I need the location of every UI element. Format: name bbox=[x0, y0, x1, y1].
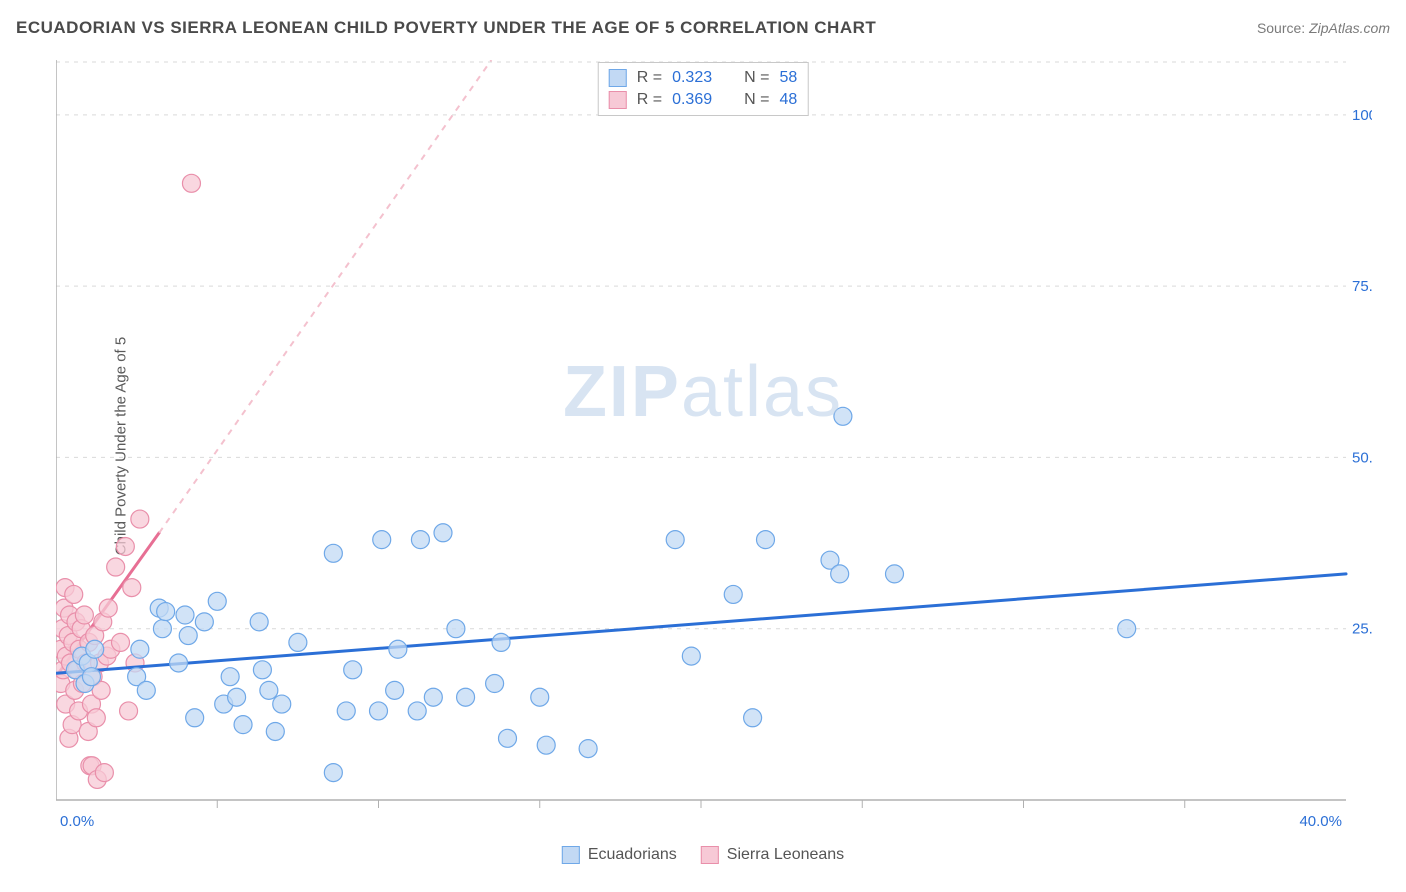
data-point bbox=[1118, 620, 1136, 638]
data-point bbox=[724, 585, 742, 603]
data-point bbox=[260, 681, 278, 699]
data-point bbox=[75, 606, 93, 624]
legend-swatch bbox=[562, 846, 580, 864]
n-label: N = bbox=[744, 91, 769, 109]
data-point bbox=[250, 613, 268, 631]
n-value: 48 bbox=[779, 91, 797, 109]
data-point bbox=[886, 565, 904, 583]
data-point bbox=[457, 688, 475, 706]
n-value: 58 bbox=[779, 69, 797, 87]
data-point bbox=[234, 716, 252, 734]
data-point bbox=[137, 681, 155, 699]
svg-text:75.0%: 75.0% bbox=[1352, 278, 1372, 295]
data-point bbox=[86, 640, 104, 658]
data-point bbox=[107, 558, 125, 576]
data-point bbox=[82, 668, 100, 686]
r-value: 0.323 bbox=[672, 69, 712, 87]
data-point bbox=[434, 524, 452, 542]
stats-row-0: R = 0.323 N = 58 bbox=[609, 67, 798, 89]
svg-text:50.0%: 50.0% bbox=[1352, 449, 1372, 466]
data-point bbox=[182, 174, 200, 192]
data-point bbox=[131, 640, 149, 658]
data-point bbox=[131, 510, 149, 528]
plot-area: 0.0% 40.0% 25.0% 50.0% 75.0% 100.0% bbox=[56, 60, 1372, 830]
stats-row-1: R = 0.369 N = 48 bbox=[609, 89, 798, 111]
data-point bbox=[537, 736, 555, 754]
data-point bbox=[682, 647, 700, 665]
data-point bbox=[112, 633, 130, 651]
data-point bbox=[179, 627, 197, 645]
data-point bbox=[99, 599, 117, 617]
data-point bbox=[228, 688, 246, 706]
data-point bbox=[486, 675, 504, 693]
bottom-legend: Ecuadorians Sierra Leoneans bbox=[562, 846, 844, 864]
chart-title: ECUADORIAN VS SIERRA LEONEAN CHILD POVER… bbox=[16, 18, 876, 38]
data-point bbox=[744, 709, 762, 727]
data-point bbox=[195, 613, 213, 631]
data-point bbox=[337, 702, 355, 720]
svg-text:0.0%: 0.0% bbox=[60, 813, 94, 830]
data-point bbox=[186, 709, 204, 727]
r-label: R = bbox=[637, 91, 662, 109]
legend-item-0: Ecuadorians bbox=[562, 846, 677, 864]
data-point bbox=[253, 661, 271, 679]
legend-item-1: Sierra Leoneans bbox=[701, 846, 844, 864]
data-point bbox=[834, 407, 852, 425]
data-point bbox=[87, 709, 105, 727]
data-point bbox=[424, 688, 442, 706]
data-point bbox=[408, 702, 426, 720]
data-point bbox=[170, 654, 188, 672]
data-point bbox=[289, 633, 307, 651]
data-point bbox=[373, 531, 391, 549]
stats-swatch bbox=[609, 69, 627, 87]
svg-text:100.0%: 100.0% bbox=[1352, 107, 1372, 124]
legend-label: Ecuadorians bbox=[588, 846, 677, 864]
data-point bbox=[266, 722, 284, 740]
data-point bbox=[116, 537, 134, 555]
data-point bbox=[757, 531, 775, 549]
data-point bbox=[579, 740, 597, 758]
source-attribution: Source: ZipAtlas.com bbox=[1257, 20, 1390, 36]
data-point bbox=[389, 640, 407, 658]
data-point bbox=[95, 764, 113, 782]
data-point bbox=[499, 729, 517, 747]
data-point bbox=[208, 592, 226, 610]
n-label: N = bbox=[744, 69, 769, 87]
data-point bbox=[157, 603, 175, 621]
data-point bbox=[65, 585, 83, 603]
data-point bbox=[411, 531, 429, 549]
stats-box: R = 0.323 N = 58 R = 0.369 N = 48 bbox=[598, 62, 809, 116]
data-point bbox=[273, 695, 291, 713]
data-point bbox=[370, 702, 388, 720]
svg-text:40.0%: 40.0% bbox=[1299, 813, 1342, 830]
source-label: Source: bbox=[1257, 20, 1305, 36]
data-point bbox=[447, 620, 465, 638]
data-point bbox=[324, 764, 342, 782]
data-point bbox=[176, 606, 194, 624]
r-label: R = bbox=[637, 69, 662, 87]
data-point bbox=[123, 579, 141, 597]
legend-label: Sierra Leoneans bbox=[727, 846, 844, 864]
data-point bbox=[386, 681, 404, 699]
data-point bbox=[531, 688, 549, 706]
legend-swatch bbox=[701, 846, 719, 864]
stats-swatch bbox=[609, 91, 627, 109]
data-point bbox=[344, 661, 362, 679]
data-point bbox=[120, 702, 138, 720]
data-point bbox=[153, 620, 171, 638]
data-point bbox=[666, 531, 684, 549]
scatter-chart: 0.0% 40.0% 25.0% 50.0% 75.0% 100.0% bbox=[56, 60, 1372, 830]
data-point bbox=[324, 544, 342, 562]
data-point bbox=[831, 565, 849, 583]
svg-text:25.0%: 25.0% bbox=[1352, 621, 1372, 638]
data-point bbox=[492, 633, 510, 651]
r-value: 0.369 bbox=[672, 91, 712, 109]
data-point bbox=[221, 668, 239, 686]
source-value: ZipAtlas.com bbox=[1309, 20, 1390, 36]
